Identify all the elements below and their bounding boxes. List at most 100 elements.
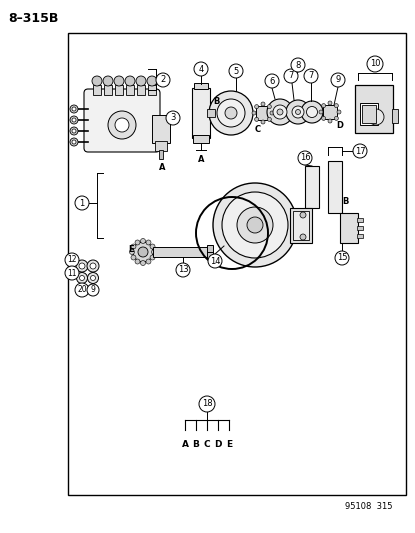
Text: 12: 12 [67,255,77,264]
Circle shape [76,272,88,284]
Circle shape [300,212,306,218]
Circle shape [166,111,180,125]
Circle shape [291,58,305,72]
Text: C: C [255,125,261,134]
Text: A: A [181,440,188,449]
Text: B: B [193,440,200,449]
Text: 95108  315: 95108 315 [344,502,392,511]
Circle shape [270,111,274,115]
Circle shape [131,244,136,249]
Circle shape [70,105,78,113]
Circle shape [286,100,310,124]
Text: 7: 7 [308,71,314,80]
Circle shape [328,119,332,123]
Circle shape [147,76,157,86]
Text: 3: 3 [170,114,176,123]
Text: 18: 18 [202,400,212,408]
Circle shape [135,240,140,245]
Text: 20: 20 [77,286,87,295]
Circle shape [72,140,76,144]
Circle shape [72,107,76,111]
Circle shape [301,101,323,123]
Circle shape [156,73,170,87]
Circle shape [80,276,85,280]
Circle shape [322,103,326,108]
Bar [159,150,163,159]
Text: 6: 6 [269,77,275,85]
Text: A: A [198,155,204,164]
Circle shape [255,104,259,109]
Text: D: D [214,440,222,449]
Circle shape [138,247,148,257]
Bar [392,109,398,123]
Circle shape [237,207,273,243]
Text: 17: 17 [355,147,365,156]
Circle shape [135,259,140,264]
Text: 4: 4 [198,64,204,74]
Circle shape [225,107,237,119]
Text: 13: 13 [178,265,188,274]
Text: 16: 16 [300,154,310,163]
Circle shape [267,99,293,125]
Circle shape [115,118,129,132]
Bar [328,161,342,213]
Circle shape [208,254,222,268]
Bar [355,85,393,133]
Text: A: A [159,163,165,172]
Circle shape [103,76,113,86]
Circle shape [265,74,279,88]
Circle shape [151,249,156,254]
Circle shape [194,62,208,76]
Circle shape [88,272,98,284]
Text: B: B [342,197,348,206]
Text: 15: 15 [337,254,347,262]
Bar [290,208,312,243]
Circle shape [222,192,288,258]
Circle shape [367,56,383,72]
Circle shape [368,109,384,125]
Circle shape [334,103,338,108]
Circle shape [92,76,102,86]
Circle shape [65,266,79,280]
Circle shape [129,249,134,254]
Circle shape [337,110,341,114]
Circle shape [292,106,304,118]
Bar [357,234,363,238]
Circle shape [90,276,95,280]
Circle shape [334,116,338,120]
Circle shape [108,111,136,139]
Text: D: D [337,121,344,130]
Circle shape [277,109,283,115]
Text: 8: 8 [295,61,301,69]
Circle shape [87,284,99,296]
Bar [207,109,215,117]
Circle shape [70,116,78,124]
Circle shape [150,255,155,260]
Bar [357,218,363,222]
Circle shape [131,255,136,260]
Bar [192,88,210,138]
Circle shape [322,116,326,120]
Circle shape [217,99,245,127]
FancyBboxPatch shape [84,89,160,152]
Circle shape [146,240,151,245]
Text: 8–315B: 8–315B [8,12,59,25]
Bar [340,213,358,243]
Circle shape [307,107,317,117]
Text: 5: 5 [233,67,239,76]
Circle shape [76,260,88,272]
Circle shape [300,234,306,240]
Bar [137,85,145,95]
Circle shape [133,242,153,262]
Circle shape [353,144,367,158]
Circle shape [150,244,155,249]
Bar [362,105,376,123]
Circle shape [209,91,253,135]
Circle shape [304,69,318,83]
Bar [126,85,134,95]
Bar [194,83,208,89]
Circle shape [75,196,89,210]
Circle shape [141,238,146,244]
Circle shape [295,109,300,115]
Circle shape [176,263,190,277]
